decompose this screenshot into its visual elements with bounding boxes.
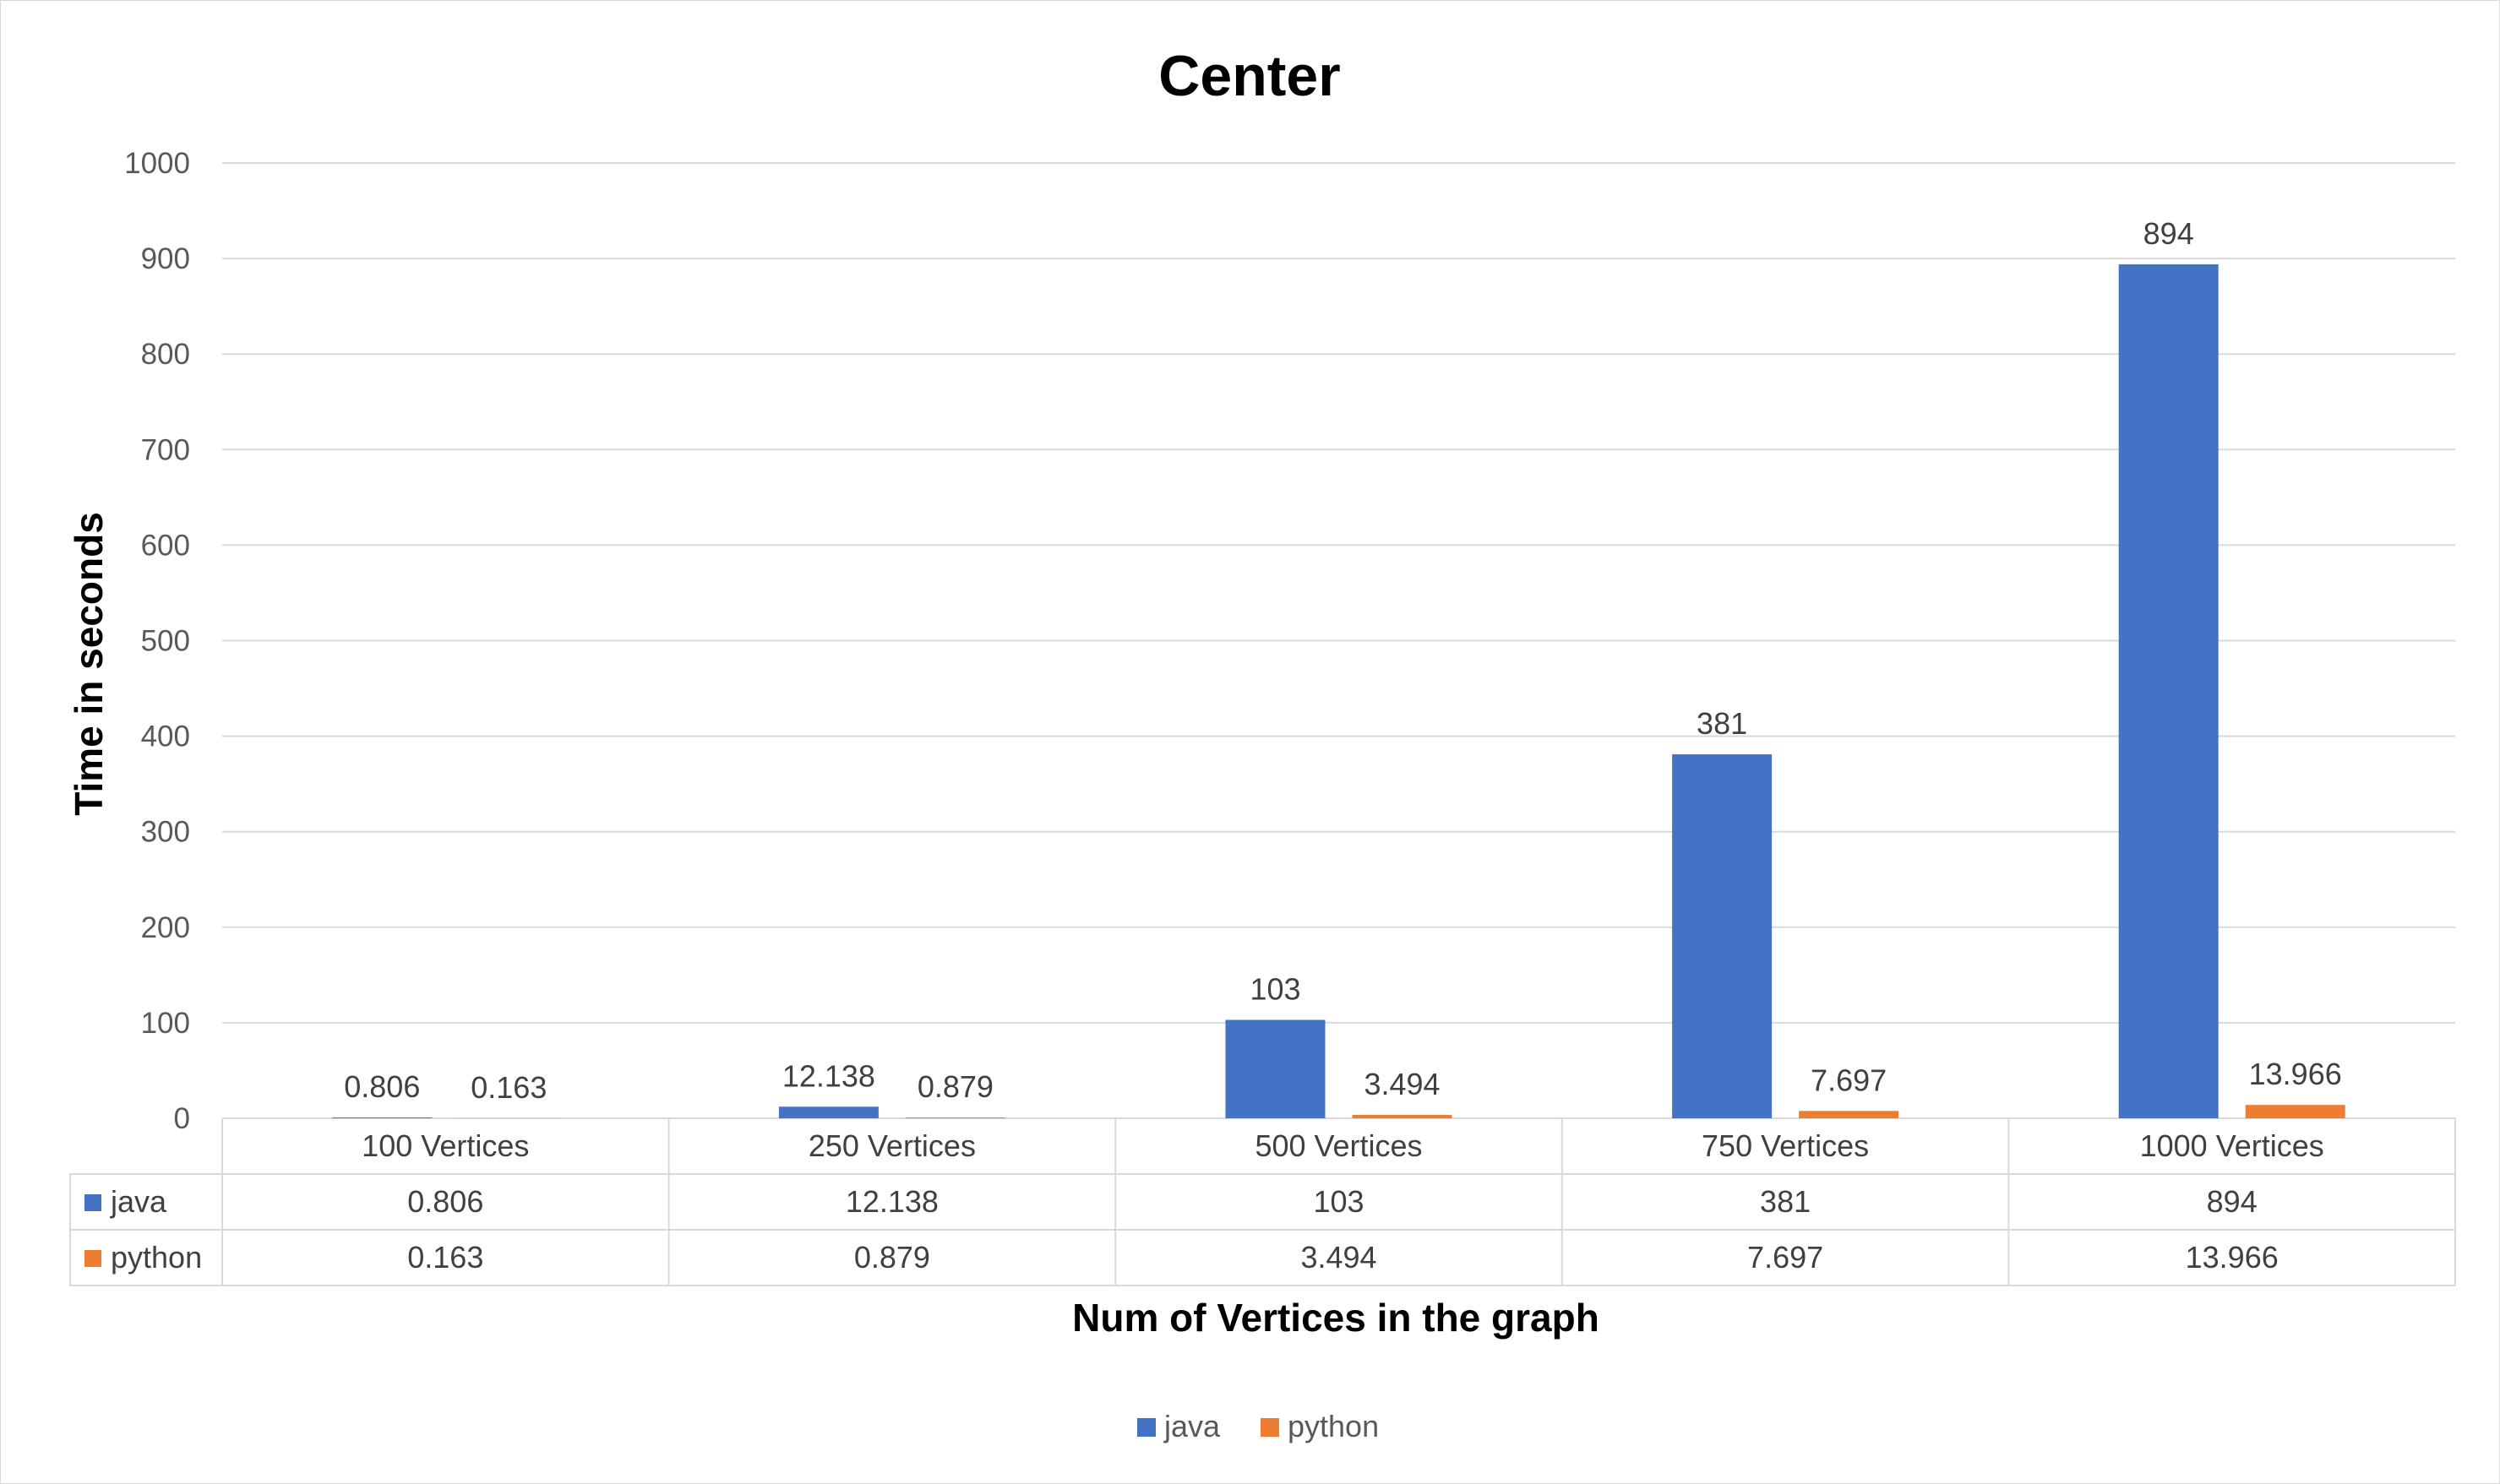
table-cell: 3.494	[1300, 1240, 1376, 1275]
table-cell: 381	[1760, 1184, 1811, 1219]
y-tick-label: 1000	[124, 147, 190, 180]
y-tick-label: 100	[141, 1007, 190, 1040]
bar-python-1	[905, 1117, 1005, 1118]
bar-java-4	[2118, 264, 2219, 1118]
table-cell: 0.879	[854, 1240, 930, 1275]
bar-python-3	[1799, 1111, 1899, 1118]
legend-label-python: python	[1288, 1409, 1379, 1443]
y-tick-label: 0	[174, 1102, 190, 1135]
table-cell: 103	[1313, 1184, 1364, 1219]
chart-title: Center	[1158, 44, 1340, 108]
bar-python-2	[1352, 1115, 1452, 1118]
data-label-java-2: 103	[1250, 972, 1300, 1007]
y-tick-label: 700	[141, 433, 190, 466]
x-tick-label: 100 Vertices	[362, 1128, 529, 1163]
table-legend-key-java	[84, 1194, 101, 1211]
bar-python-4	[2245, 1105, 2345, 1118]
table-cell: 13.966	[2186, 1240, 2279, 1275]
table-legend-key-python	[84, 1250, 101, 1267]
gridlines: 0 100 200 300 400 500 600 700 800 900 1000	[124, 147, 2455, 1135]
legend-key-java	[1137, 1418, 1156, 1437]
legend-key-python	[1261, 1418, 1279, 1437]
y-tick-label: 600	[141, 529, 190, 562]
bar-java-2	[1225, 1019, 1326, 1118]
data-label-java-0: 0.806	[344, 1069, 420, 1104]
bar-java-3	[1672, 754, 1773, 1118]
table-series-name: python	[111, 1240, 202, 1275]
y-tick-label: 900	[141, 242, 190, 275]
table-cell: 0.163	[407, 1240, 483, 1275]
y-tick-label: 300	[141, 816, 190, 849]
y-tick-label: 200	[141, 911, 190, 944]
y-tick-label: 800	[141, 338, 190, 371]
x-tick-label: 500 Vertices	[1255, 1128, 1422, 1163]
data-label-java-3: 381	[1697, 706, 1747, 741]
table-cell: 0.806	[407, 1184, 483, 1219]
bars	[332, 264, 2345, 1118]
y-tick-label: 500	[141, 625, 190, 658]
legend-label-java: java	[1163, 1409, 1221, 1443]
x-tick-label: 1000 Vertices	[2140, 1128, 2324, 1163]
x-tick-label: 250 Vertices	[809, 1128, 976, 1163]
data-label-python-4: 13.966	[2249, 1057, 2342, 1091]
bar-java-0	[332, 1117, 433, 1118]
legend: java python	[1137, 1409, 1379, 1443]
data-label-python-3: 7.697	[1811, 1063, 1887, 1097]
x-tick-label: 750 Vertices	[1702, 1128, 1869, 1163]
data-table: 100 Vertices 250 Vertices 500 Vertices 750 …	[69, 1118, 2456, 1286]
data-label-python-1: 0.879	[918, 1069, 994, 1104]
x-axis-title: Num of Vertices in the graph	[1072, 1296, 1599, 1340]
bar-java-1	[778, 1106, 879, 1118]
table-series-name: java	[110, 1184, 167, 1219]
table-cell: 12.138	[846, 1184, 939, 1219]
data-label-python-2: 3.494	[1364, 1067, 1440, 1101]
data-labels: 0.806 12.138 103 381 894 0.163 0.879 3.494 7.697…	[344, 216, 2342, 1105]
data-label-java-1: 12.138	[782, 1058, 875, 1093]
table-cell: 894	[2207, 1184, 2258, 1219]
data-label-java-4: 894	[2143, 216, 2194, 251]
y-axis-title: Time in seconds	[67, 512, 111, 816]
data-label-python-0: 0.163	[471, 1070, 547, 1105]
y-tick-label: 400	[141, 720, 190, 753]
table-cell: 7.697	[1747, 1240, 1823, 1275]
